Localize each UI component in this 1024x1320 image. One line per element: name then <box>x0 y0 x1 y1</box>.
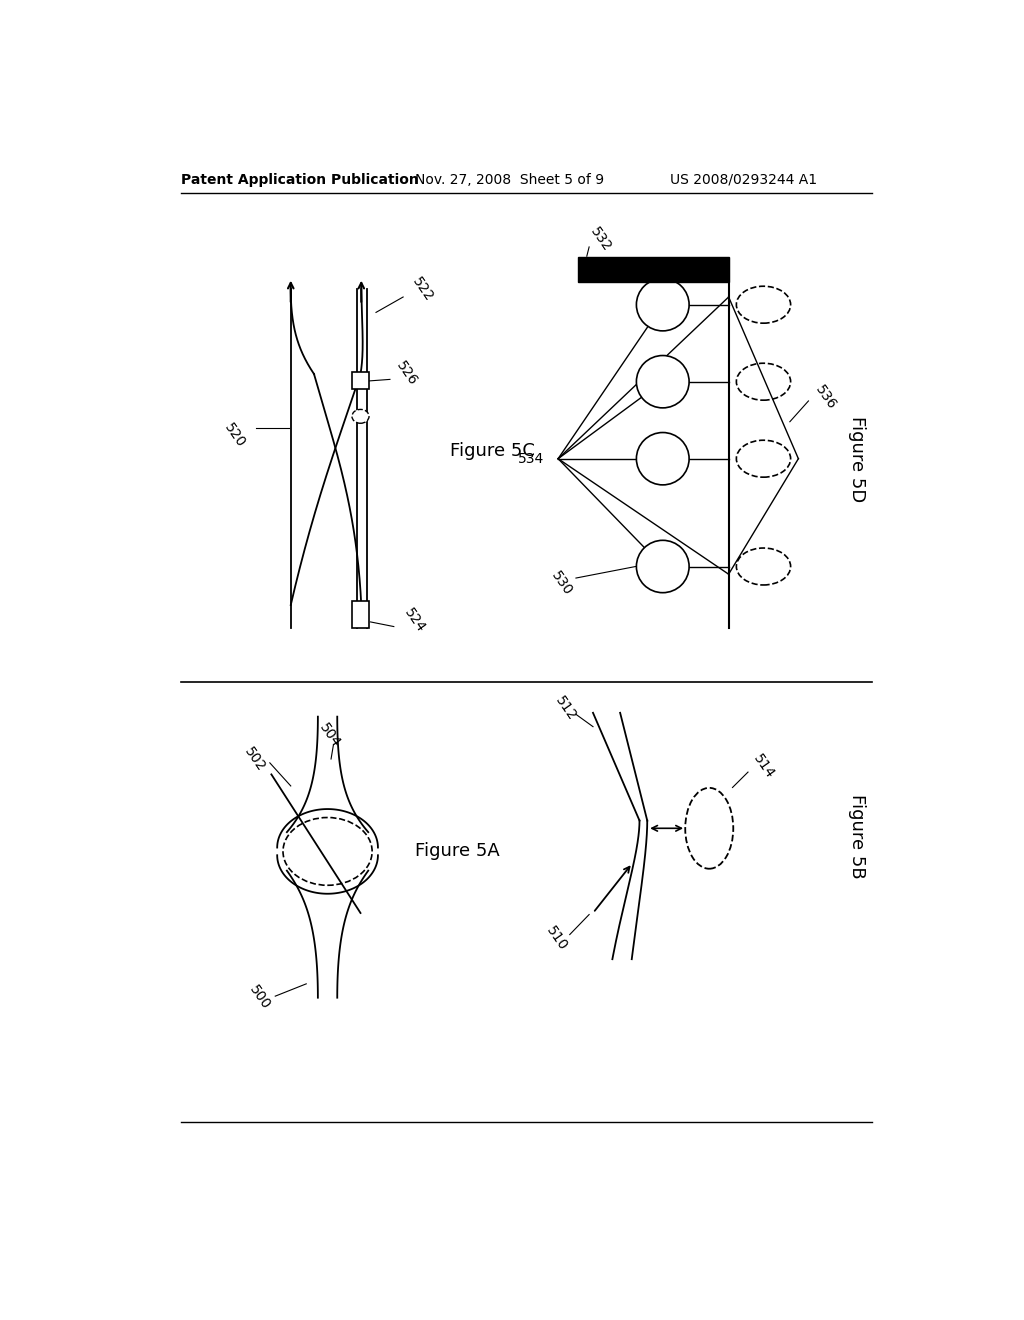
Text: US 2008/0293244 A1: US 2008/0293244 A1 <box>671 173 817 187</box>
Circle shape <box>636 279 689 331</box>
Text: 510: 510 <box>544 924 570 953</box>
Text: 514: 514 <box>751 752 777 781</box>
Text: 504: 504 <box>316 721 343 751</box>
Ellipse shape <box>736 441 791 478</box>
Ellipse shape <box>736 286 791 323</box>
Bar <box>352 601 369 628</box>
Text: 522: 522 <box>410 275 436 304</box>
Ellipse shape <box>685 788 733 869</box>
Text: 524: 524 <box>401 606 428 635</box>
Text: Patent Application Publication: Patent Application Publication <box>180 173 419 187</box>
Text: 502: 502 <box>241 744 267 774</box>
Text: Figure 5B: Figure 5B <box>848 793 865 878</box>
Text: Nov. 27, 2008  Sheet 5 of 9: Nov. 27, 2008 Sheet 5 of 9 <box>415 173 604 187</box>
Text: 512: 512 <box>553 693 580 723</box>
Ellipse shape <box>283 817 372 886</box>
Text: Figure 5D: Figure 5D <box>848 416 865 502</box>
Text: 536: 536 <box>812 383 839 412</box>
Text: 526: 526 <box>393 359 420 389</box>
Circle shape <box>636 540 689 593</box>
Text: Figure 5A: Figure 5A <box>415 842 500 861</box>
Bar <box>352 372 369 389</box>
Text: 532: 532 <box>588 224 614 253</box>
Ellipse shape <box>352 409 369 424</box>
Text: 520: 520 <box>221 421 248 450</box>
Circle shape <box>636 433 689 484</box>
Text: 500: 500 <box>247 983 273 1012</box>
Bar <box>578 257 729 281</box>
Ellipse shape <box>736 548 791 585</box>
Circle shape <box>636 355 689 408</box>
Text: 534: 534 <box>518 451 544 466</box>
Ellipse shape <box>736 363 791 400</box>
Text: Figure 5C: Figure 5C <box>450 442 535 459</box>
Text: 530: 530 <box>549 569 575 598</box>
